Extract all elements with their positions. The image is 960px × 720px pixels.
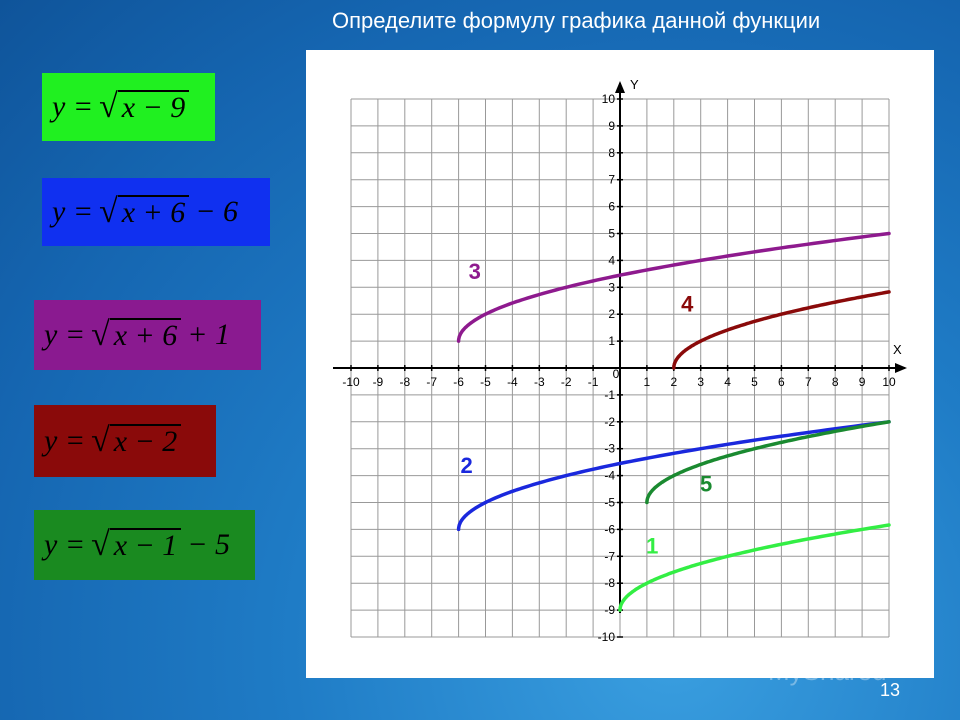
series-label-1: 1 xyxy=(646,534,658,559)
formula-radicand: x − 1 xyxy=(109,528,182,562)
y-tick-label: 6 xyxy=(608,200,615,214)
chart-panel: X Y -10 -9 -8 -7 -6 -5 -4 -3 -2 -1 0 1 2 3 4 5 6 7 8 9 10 10 9 8 7… xyxy=(306,50,934,678)
formula-tail: + 1 xyxy=(187,318,231,351)
y-tick-label: 2 xyxy=(608,307,615,321)
y-tick-label: -5 xyxy=(604,496,615,510)
series-label-5: 5 xyxy=(700,472,712,497)
formula-lhs: y = xyxy=(52,195,94,228)
formula-lhs: y = xyxy=(44,424,86,457)
y-tick-label: 10 xyxy=(602,92,616,106)
y-tick-label: 7 xyxy=(608,173,615,187)
formula-lhs: y = xyxy=(52,90,94,123)
x-tick-label: 3 xyxy=(697,375,704,389)
x-tick-label: -8 xyxy=(399,375,410,389)
formula-card-5: y = √ x − 1− 5 xyxy=(34,510,255,580)
square-root-icon: √ xyxy=(99,88,118,125)
y-tick-label: 8 xyxy=(608,146,615,160)
series-line-4 xyxy=(672,290,891,370)
series-line-3 xyxy=(456,231,891,343)
y-tick-label: -8 xyxy=(604,576,615,590)
x-tick-label: 1 xyxy=(644,375,651,389)
x-tick-label: -4 xyxy=(507,375,518,389)
x-tick-label: -10 xyxy=(342,375,360,389)
y-tick-label: -4 xyxy=(604,469,615,483)
y-tick-label: 4 xyxy=(608,253,615,267)
series-label-3: 3 xyxy=(469,259,481,284)
x-axis-arrow-icon xyxy=(895,363,907,373)
series-label-2: 2 xyxy=(461,453,473,478)
series-line-2 xyxy=(456,420,891,532)
formula-card-3: y = √ x + 6 + 1 xyxy=(34,300,261,370)
x-tick-label: 10 xyxy=(882,375,896,389)
y-tick-label: 1 xyxy=(608,334,615,348)
formula-tail: − 6 xyxy=(195,195,239,228)
y-axis-arrow-icon xyxy=(615,81,625,93)
y-tick-label: 5 xyxy=(608,227,615,241)
square-root-icon: √ xyxy=(91,526,110,563)
x-tick-label: -7 xyxy=(426,375,437,389)
x-tick-label: -5 xyxy=(480,375,491,389)
y-tick-label: -9 xyxy=(604,603,615,617)
formula-radicand: x − 9 xyxy=(117,90,190,124)
y-tick-label: -2 xyxy=(604,415,615,429)
x-tick-label: 5 xyxy=(751,375,758,389)
x-tick-label: 9 xyxy=(859,375,866,389)
x-tick-label: 4 xyxy=(724,375,731,389)
y-tick-label: 9 xyxy=(608,119,615,133)
formula-radicand: x + 6 xyxy=(117,195,190,229)
x-tick-label: 2 xyxy=(670,375,677,389)
x-tick-label: -3 xyxy=(534,375,545,389)
square-root-icon: √ xyxy=(91,422,110,459)
y-tick-label: -3 xyxy=(604,442,615,456)
series-line-5 xyxy=(645,420,891,505)
formula-radicand: x − 2 xyxy=(109,424,182,458)
x-tick-label: -9 xyxy=(373,375,384,389)
x-tick-label: 0 xyxy=(613,367,620,381)
square-root-icon: √ xyxy=(99,193,118,230)
function-graph: XY-10 -9 -8 -7 -6 -5 -4 -3 -2 -101 2 3 4 5 6 7 8 9 1010987… xyxy=(333,77,907,644)
y-axis-label: Y xyxy=(630,77,639,92)
watermark-text: MyShared xyxy=(768,656,887,686)
x-tick-label: -1 xyxy=(588,375,599,389)
formula-radicand: x + 6 xyxy=(109,318,182,352)
page-number: 13 xyxy=(880,680,901,700)
square-root-icon: √ xyxy=(91,316,110,353)
formula-lhs: y = xyxy=(44,318,86,351)
formula-tail: − 5 xyxy=(187,528,231,561)
series-label-4: 4 xyxy=(681,292,694,317)
y-tick-label: 3 xyxy=(608,280,615,294)
formula-card-1: y = √ x − 9 xyxy=(42,73,215,141)
x-tick-label: -6 xyxy=(453,375,464,389)
formula-card-2: y = √ x + 6− 6 xyxy=(42,178,270,246)
formula-lhs: y = xyxy=(44,528,86,561)
y-tick-label: -10 xyxy=(598,630,616,644)
series-line-1 xyxy=(618,523,891,612)
formula-card-4: y = √ x − 2 xyxy=(34,405,216,477)
x-tick-label: 6 xyxy=(778,375,785,389)
slide-title: Определите формулу графика данной функци… xyxy=(332,8,821,33)
x-axis-label: X xyxy=(893,342,902,357)
y-tick-label: -7 xyxy=(604,549,615,563)
y-tick-label: -1 xyxy=(604,388,615,402)
x-tick-label: 8 xyxy=(832,375,839,389)
x-tick-label: -2 xyxy=(561,375,572,389)
x-tick-label: 7 xyxy=(805,375,812,389)
y-tick-label: -6 xyxy=(604,522,615,536)
